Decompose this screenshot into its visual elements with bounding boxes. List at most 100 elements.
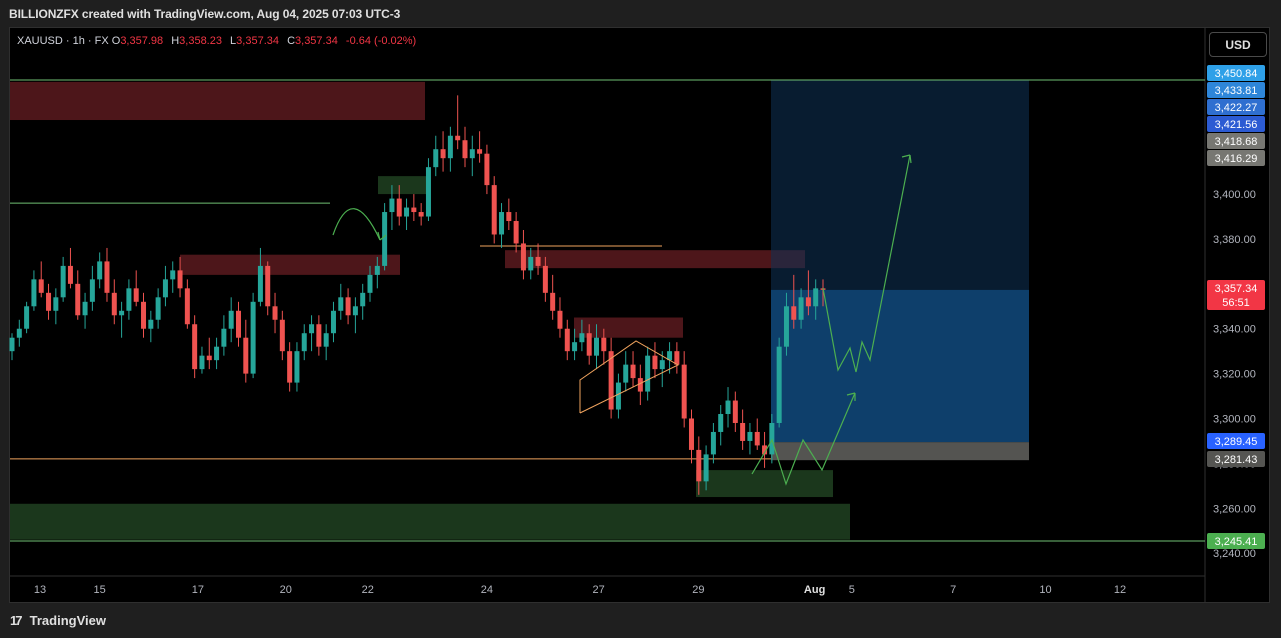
x-tick-label: 20 (280, 584, 292, 596)
candle-body (119, 310, 125, 316)
candle-body (199, 355, 205, 370)
footer: 17 TradingView (0, 604, 1281, 638)
open-value: 3,357.98 (120, 35, 164, 47)
tradingview-logo[interactable]: 17 TradingView (10, 613, 106, 628)
candle-body (367, 274, 373, 293)
candle-body (404, 207, 410, 217)
projection-arrowhead-low (846, 392, 856, 401)
candle-body (608, 351, 614, 410)
stop-zone (771, 442, 1029, 461)
candle-body (594, 337, 600, 356)
price-label: 3,289.45 (1215, 436, 1258, 448)
candle-body (455, 135, 461, 141)
candle-body (352, 306, 358, 316)
candle-body (477, 149, 483, 154)
demand-zone (378, 176, 428, 195)
candle-body (557, 310, 563, 329)
candle-body (572, 342, 578, 352)
candle-body (732, 400, 738, 423)
candle-body (126, 288, 132, 311)
y-tick-label: 3,380.00 (1213, 234, 1256, 246)
candle-body (725, 400, 731, 415)
candle-body (667, 351, 673, 361)
candle-body (681, 364, 687, 419)
x-tick-label: 10 (1039, 584, 1051, 596)
candle-body (747, 431, 753, 441)
price-label: 3,422.27 (1215, 102, 1258, 114)
candle-body (674, 351, 680, 365)
candle-body (411, 207, 417, 213)
x-tick-label: Aug (804, 584, 825, 596)
candle-body (389, 198, 395, 213)
candle-body (462, 140, 468, 159)
x-tick-label: 17 (192, 584, 204, 596)
x-tick-label: 29 (692, 584, 704, 596)
candle-body (177, 270, 183, 289)
candle-body (141, 301, 147, 329)
supply-zone (10, 81, 425, 121)
candle-body (294, 351, 300, 383)
candle-body (287, 351, 293, 383)
candle-body (265, 265, 271, 307)
high-label: H (171, 35, 180, 47)
candle-body (31, 279, 37, 307)
candle-body (170, 270, 176, 280)
candle-body (97, 261, 103, 280)
candle-body (520, 243, 526, 271)
candle-body (53, 297, 59, 311)
candle-body (703, 454, 709, 482)
demand-zone (696, 470, 833, 498)
candle-body (623, 364, 629, 383)
candle-body (769, 422, 775, 455)
candle-body (345, 297, 351, 316)
y-tick-label: 3,400.00 (1213, 189, 1256, 201)
candle-body (360, 292, 366, 307)
price-label: 3,357.34 (1215, 283, 1258, 295)
candle-body (696, 449, 702, 482)
candle-body (374, 265, 380, 275)
candle-body (484, 153, 490, 186)
currency-button[interactable]: USD (1209, 32, 1267, 57)
close-value: 3,357.34 (295, 35, 338, 47)
candle-body (506, 212, 512, 222)
supply-zone (574, 317, 683, 338)
price-label-bg (1207, 65, 1265, 81)
price-label-bg (1207, 99, 1265, 115)
price-label: 3,245.41 (1215, 536, 1258, 548)
candle-body (272, 306, 278, 320)
candle-body (813, 288, 819, 307)
supply-zone (505, 250, 805, 269)
candle-body (60, 265, 66, 298)
candle-body (82, 301, 88, 316)
candle-body (330, 310, 336, 334)
candle-body (535, 256, 541, 266)
candle-body (301, 333, 307, 352)
candle-body (148, 319, 154, 329)
symbol-label[interactable]: XAUUSD · 1h · FX (17, 35, 109, 47)
y-tick-label: 3,300.00 (1213, 413, 1256, 425)
candle-body (133, 288, 139, 302)
candle-body (279, 319, 285, 352)
low-value: 3,357.34 (236, 35, 279, 47)
candle-body (542, 265, 548, 293)
title-bar: BILLIONZFX created with TradingView.com,… (0, 0, 1281, 27)
candle-body (396, 198, 402, 217)
entry-zone (771, 289, 1029, 443)
candle-body (323, 333, 329, 347)
candle-body (425, 167, 431, 217)
projection-path-low (751, 392, 856, 486)
price-countdown: 56:51 (1222, 297, 1250, 309)
ohlc-legend: XAUUSD · 1h · FX O3,357.98 H3,358.23 L3,… (17, 35, 421, 47)
candle-body (491, 185, 497, 235)
x-tick-label: 7 (950, 584, 956, 596)
candle-body (250, 301, 256, 374)
candle-body (754, 431, 760, 446)
price-label: 3,418.68 (1215, 136, 1258, 148)
price-label-bg (1207, 116, 1265, 132)
candle-body (418, 212, 424, 217)
price-label: 3,421.56 (1215, 119, 1258, 131)
rising-wedge-pattern (579, 340, 680, 414)
candle-body (221, 328, 227, 347)
candle-body (601, 337, 607, 352)
